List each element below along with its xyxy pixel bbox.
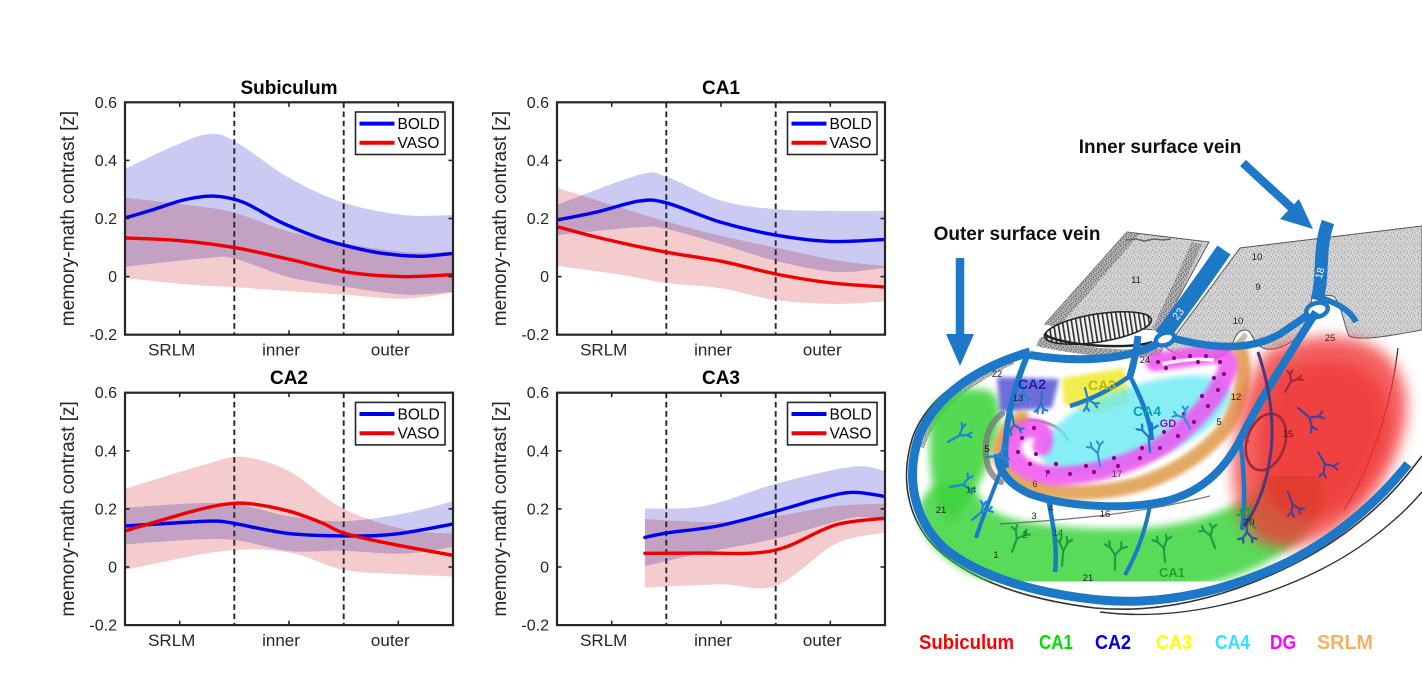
svg-text:SRLM: SRLM: [148, 631, 195, 650]
svg-text:4: 4: [1048, 503, 1053, 514]
svg-text:memory-math contrast [z]: memory-math contrast [z]: [58, 111, 79, 326]
svg-text:0.2: 0.2: [95, 211, 117, 228]
svg-text:7: 7: [1044, 469, 1049, 480]
svg-text:6: 6: [1032, 479, 1037, 490]
svg-text:CA3: CA3: [1088, 377, 1116, 393]
svg-text:0.4: 0.4: [95, 153, 117, 170]
svg-text:8: 8: [1244, 435, 1249, 446]
svg-text:VASO: VASO: [830, 426, 872, 443]
svg-text:0.2: 0.2: [527, 211, 549, 228]
svg-text:VASO: VASO: [398, 426, 440, 443]
svg-text:0.2: 0.2: [527, 501, 549, 518]
svg-text:inner: inner: [694, 631, 732, 650]
svg-text:memory-math contrast [z]: memory-math contrast [z]: [490, 401, 511, 616]
svg-text:-0.2: -0.2: [521, 327, 549, 344]
svg-text:0: 0: [540, 269, 549, 286]
svg-text:0.6: 0.6: [527, 95, 549, 112]
svg-text:0.4: 0.4: [95, 443, 117, 460]
svg-text:CA1: CA1: [702, 78, 740, 99]
svg-text:17: 17: [1112, 469, 1123, 480]
svg-text:10: 10: [1233, 316, 1244, 327]
svg-text:0.2: 0.2: [95, 501, 117, 518]
svg-text:CA2: CA2: [1018, 376, 1046, 392]
svg-text:0.6: 0.6: [95, 95, 117, 112]
svg-text:Outer surface vein: Outer surface vein: [934, 224, 1101, 245]
svg-text:VASO: VASO: [398, 135, 440, 152]
svg-text:BOLD: BOLD: [830, 406, 872, 423]
svg-text:SRLM: SRLM: [148, 341, 195, 360]
svg-text:0: 0: [108, 560, 117, 577]
svg-text:memory-math contrast [z]: memory-math contrast [z]: [58, 401, 79, 616]
svg-text:inner: inner: [694, 341, 732, 360]
svg-text:9: 9: [1255, 282, 1260, 293]
svg-text:memory-math contrast [z]: memory-math contrast [z]: [490, 111, 511, 326]
svg-text:BOLD: BOLD: [830, 116, 872, 133]
svg-text:12: 12: [1231, 392, 1242, 403]
svg-text:CA1: CA1: [1159, 565, 1185, 580]
svg-text:22: 22: [992, 369, 1003, 380]
svg-text:VASO: VASO: [830, 135, 872, 152]
svg-text:inner: inner: [262, 631, 300, 650]
svg-text:13: 13: [1013, 393, 1024, 404]
svg-text:16: 16: [1100, 509, 1111, 520]
svg-text:outer: outer: [803, 631, 842, 650]
svg-text:SRLM: SRLM: [580, 341, 627, 360]
svg-text:CA3: CA3: [702, 368, 740, 389]
svg-text:20: 20: [1244, 517, 1255, 528]
svg-text:CA3: CA3: [1156, 631, 1192, 654]
svg-text:GD: GD: [1160, 418, 1177, 430]
svg-text:24: 24: [1140, 355, 1151, 366]
svg-text:BOLD: BOLD: [398, 406, 440, 423]
svg-text:outer: outer: [371, 631, 410, 650]
svg-text:CA1: CA1: [1039, 631, 1073, 654]
svg-text:DG: DG: [1270, 631, 1296, 654]
svg-text:CA2: CA2: [270, 368, 308, 389]
svg-text:Subiculum: Subiculum: [919, 631, 1014, 654]
svg-text:21: 21: [936, 505, 947, 516]
svg-text:15: 15: [1283, 429, 1294, 440]
svg-text:Inner surface vein: Inner surface vein: [1079, 137, 1242, 158]
svg-text:-0.2: -0.2: [521, 618, 549, 635]
svg-text:inner: inner: [262, 341, 300, 360]
svg-text:18: 18: [1314, 266, 1328, 280]
svg-text:0.6: 0.6: [95, 385, 117, 402]
svg-text:BOLD: BOLD: [398, 116, 440, 133]
svg-text:CA4: CA4: [1133, 403, 1161, 419]
svg-text:11: 11: [1131, 275, 1141, 286]
svg-text:5: 5: [984, 444, 989, 455]
svg-text:CA2: CA2: [1095, 631, 1131, 654]
svg-text:0.6: 0.6: [527, 385, 549, 402]
svg-text:outer: outer: [371, 341, 410, 360]
svg-text:3: 3: [1031, 511, 1036, 522]
svg-text:5: 5: [1216, 417, 1221, 428]
svg-text:SRLM: SRLM: [580, 631, 627, 650]
svg-text:CA4: CA4: [1215, 631, 1251, 654]
svg-text:2: 2: [1022, 530, 1027, 541]
svg-text:0: 0: [108, 269, 117, 286]
svg-text:1: 1: [993, 550, 998, 561]
svg-text:Subiculum: Subiculum: [240, 78, 337, 99]
svg-text:10: 10: [1252, 252, 1263, 263]
svg-text:0.4: 0.4: [527, 443, 549, 460]
svg-text:outer: outer: [803, 341, 842, 360]
svg-text:SRLM: SRLM: [1317, 631, 1373, 654]
svg-text:25: 25: [1325, 333, 1336, 344]
svg-text:0.4: 0.4: [527, 153, 549, 170]
svg-text:-0.2: -0.2: [89, 327, 117, 344]
svg-text:14: 14: [966, 485, 977, 496]
svg-text:-0.2: -0.2: [89, 618, 117, 635]
svg-text:14: 14: [1053, 528, 1064, 539]
svg-text:0: 0: [540, 560, 549, 577]
svg-text:21: 21: [1083, 573, 1094, 584]
